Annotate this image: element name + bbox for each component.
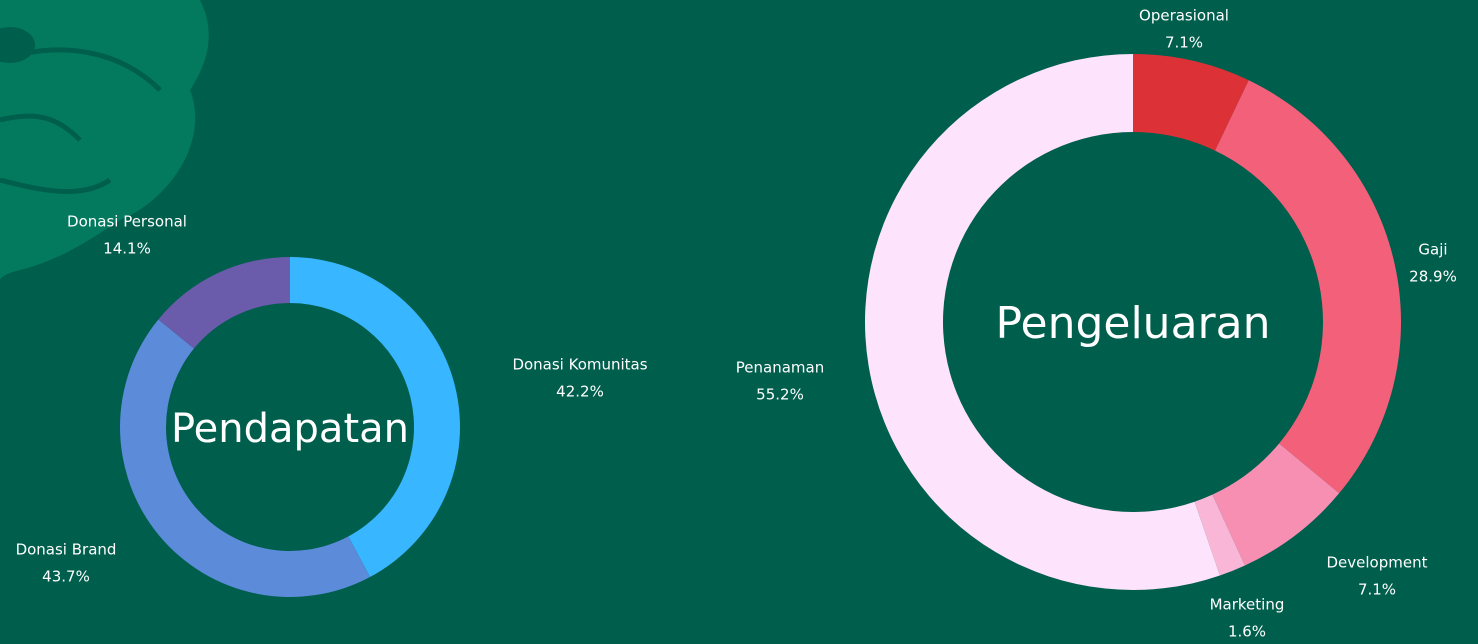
slice-value-label: 42.2% <box>556 383 604 401</box>
donut-slice <box>1215 80 1401 493</box>
slice-value-label: 7.1% <box>1165 34 1203 52</box>
slice-label: Operasional <box>1139 7 1229 25</box>
slice-label: Penanaman <box>736 359 824 377</box>
chart: Donasi Komunitas 42.2% Donasi Brand 43.7% Do… <box>0 0 1478 644</box>
slice-value-label: 28.9% <box>1409 268 1457 286</box>
donut-chart: Donasi Komunitas 42.2% Donasi Brand 43.7% Do… <box>16 213 648 598</box>
page: Donasi Komunitas 42.2% Donasi Brand 43.7% Do… <box>0 0 1478 644</box>
slice-label: Donasi Brand <box>16 541 117 559</box>
slice-value-label: 14.1% <box>103 240 151 258</box>
chart-title: Pendapatan <box>171 406 409 452</box>
slice-label: Gaji <box>1418 241 1447 259</box>
slice-label: Marketing <box>1210 596 1285 614</box>
slice-value-label: 43.7% <box>42 568 90 586</box>
slice-label: Development <box>1327 554 1428 572</box>
slice-label: Donasi Personal <box>67 213 187 231</box>
slice-value-label: 55.2% <box>756 386 804 404</box>
donut-chart: Operasional 7.1% Gaji 28.9% Development 7.1% M… <box>736 7 1457 641</box>
slice-value-label: 7.1% <box>1358 581 1396 599</box>
donut-slice <box>120 319 370 597</box>
slice-label: Donasi Komunitas <box>512 356 647 374</box>
donut-slice <box>158 257 290 349</box>
slice-value-label: 1.6% <box>1228 623 1266 641</box>
chart-title: Pengeluaran <box>996 298 1271 349</box>
leaf-decoration <box>0 0 209 280</box>
